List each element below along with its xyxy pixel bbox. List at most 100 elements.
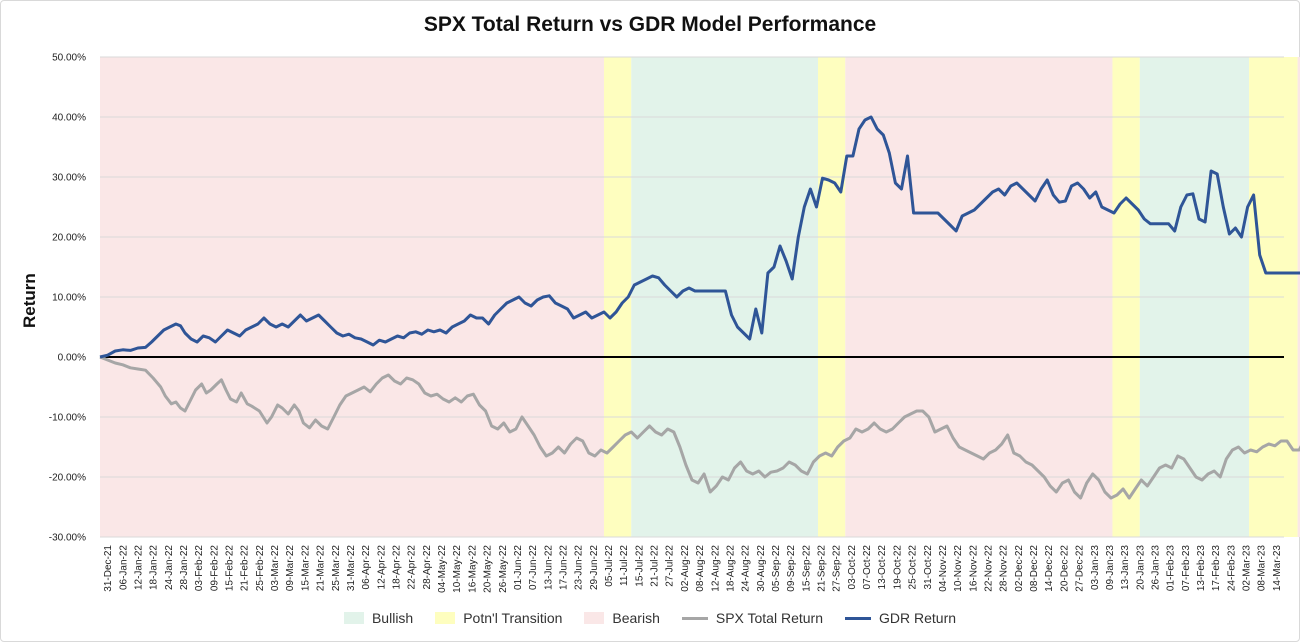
- x-tick-label: 21-Sep-22: [817, 545, 828, 592]
- x-tick-label: 24-Jan-22: [164, 545, 175, 590]
- x-tick-label: 12-Aug-22: [710, 545, 721, 592]
- x-tick-label: 28-Jan-22: [179, 545, 190, 590]
- x-tick-label: 28-Nov-22: [999, 545, 1010, 592]
- legend-label: Bearish: [612, 610, 660, 626]
- series-lines: [99, 115, 1300, 500]
- x-tick-label: 03-Mar-22: [270, 545, 281, 592]
- x-tick-label: 31-Oct-22: [923, 545, 934, 590]
- x-tick-label: 03-Oct-22: [847, 545, 858, 590]
- x-tick-label: 22-Nov-22: [984, 545, 995, 592]
- legend-swatch: [681, 616, 708, 620]
- x-tick-label: 03-Jan-23: [1090, 545, 1101, 590]
- x-tick-label: 13-Jan-23: [1120, 545, 1131, 590]
- x-tick-label: 26-May-22: [498, 545, 509, 593]
- chart-title: SPX Total Return vs GDR Model Performanc…: [423, 13, 877, 36]
- x-tick-label: 13-Feb-23: [1196, 545, 1207, 592]
- x-tick-label: 09-Mar-22: [285, 545, 296, 592]
- x-tick-label: 08-Aug-22: [695, 545, 706, 592]
- x-tick-label: 18-Jan-22: [149, 545, 160, 590]
- y-tick-label: 40.00%: [52, 113, 86, 124]
- gridlines: [100, 56, 1284, 538]
- legend-swatch: [845, 616, 871, 620]
- x-tick-label: 06-Apr-22: [361, 545, 372, 590]
- x-tick-label: 09-Jan-23: [1105, 545, 1116, 590]
- x-tick-label: 20-Dec-22: [1059, 545, 1070, 592]
- x-tick-label: 08-Dec-22: [1029, 545, 1040, 592]
- legend: Bullish Potn'l Transition Bearish SPX Total…: [0, 610, 1300, 626]
- x-tick-label: 07-Jun-22: [528, 545, 539, 590]
- x-tick-label: 08-Mar-23: [1257, 545, 1268, 592]
- x-tick-label: 02-Mar-23: [1242, 545, 1253, 592]
- x-tick-label: 24-Feb-23: [1226, 545, 1237, 592]
- x-tick-label: 30-Aug-22: [756, 545, 767, 592]
- legend-item: SPX Total Return: [681, 610, 823, 626]
- x-tick-label: 06-Jan-22: [118, 545, 129, 590]
- x-tick-label: 15-Feb-22: [225, 545, 236, 592]
- x-tick-label: 25-Feb-22: [255, 545, 266, 592]
- y-tick-label: 20.00%: [52, 233, 86, 244]
- x-tick-label: 16-May-22: [467, 545, 478, 593]
- x-tick-label: 02-Dec-22: [1014, 545, 1025, 592]
- x-tick-label: 18-Aug-22: [725, 545, 736, 592]
- x-tick-label: 07-Oct-22: [862, 545, 873, 590]
- x-tick-label: 28-Apr-22: [422, 545, 433, 590]
- x-tick-label: 25-Mar-22: [331, 545, 342, 592]
- x-tick-label: 29-Jun-22: [589, 545, 600, 590]
- x-tick-label: 11-Jul-22: [619, 545, 630, 586]
- x-tick-label: 20-Jan-23: [1135, 545, 1146, 590]
- x-tick-label: 13-Oct-22: [877, 545, 888, 590]
- x-tick-label: 26-Jan-23: [1150, 545, 1161, 590]
- x-tick-label: 21-Mar-22: [316, 545, 327, 592]
- x-tick-label: 16-Nov-22: [968, 545, 979, 592]
- y-tick-label: 50.00%: [52, 53, 86, 64]
- legend-item: Bearish: [584, 610, 660, 626]
- x-tick-label: 21-Feb-22: [240, 545, 251, 592]
- legend-item: Potn'l Transition: [435, 610, 562, 626]
- x-tick-label: 04-Nov-22: [938, 545, 949, 592]
- x-tick-label: 22-Apr-22: [407, 545, 418, 590]
- x-tick-label: 21-Jul-22: [650, 545, 661, 587]
- x-tick-label: 01-Feb-23: [1166, 545, 1177, 592]
- y-tick-label: 0.00%: [58, 353, 86, 364]
- x-tick-label: 10-May-22: [452, 545, 463, 593]
- legend-swatch: [584, 612, 605, 624]
- x-tick-label: 14-Dec-22: [1044, 545, 1055, 592]
- x-tick-label: 05-Sep-22: [771, 545, 782, 592]
- x-tick-label: 24-Aug-22: [741, 545, 752, 592]
- x-tick-label: 17-Feb-23: [1211, 545, 1222, 592]
- x-tick-label: 05-Jul-22: [604, 545, 615, 587]
- x-tick-label: 15-Mar-22: [300, 545, 311, 592]
- x-tick-label: 01-Jun-22: [513, 545, 524, 590]
- x-tick-label: 15-Sep-22: [801, 545, 812, 592]
- y-tick-label: -20.00%: [49, 473, 86, 484]
- legend-label: Bullish: [371, 610, 414, 626]
- legend-swatch: [435, 612, 456, 624]
- legend-item: Bullish: [343, 610, 414, 626]
- y-tick-label: -10.00%: [49, 413, 86, 424]
- regime-band-bearish: [1297, 57, 1300, 537]
- x-tick-label: 31-Dec-21: [103, 545, 114, 592]
- x-tick-label: 27-Sep-22: [832, 545, 843, 592]
- x-tick-label: 25-Oct-22: [908, 545, 919, 590]
- x-tick-label: 09-Feb-22: [209, 545, 220, 592]
- x-tick-label: 10-Nov-22: [953, 545, 964, 592]
- x-tick-label: 18-Apr-22: [392, 545, 403, 590]
- x-tick-label: 15-Jul-22: [634, 545, 645, 587]
- x-tick-label: 13-Jun-22: [543, 545, 554, 590]
- x-tick-label: 03-Feb-22: [194, 545, 205, 592]
- x-tick-label: 14-Mar-23: [1272, 545, 1283, 592]
- y-tick-label: 30.00%: [52, 173, 86, 184]
- x-tick-label: 09-Sep-22: [786, 545, 797, 592]
- x-tick-label: 12-Jan-22: [133, 545, 144, 590]
- x-tick-label: 12-Apr-22: [376, 545, 387, 590]
- x-tick-label: 02-Aug-22: [680, 545, 691, 592]
- x-tick-label: 20-May-22: [483, 545, 494, 593]
- y-tick-label: -30.00%: [49, 533, 86, 544]
- legend-swatch: [343, 612, 364, 624]
- x-tick-label: 07-Feb-23: [1181, 545, 1192, 592]
- x-tick-label: 17-Jun-22: [558, 545, 569, 590]
- x-tick-label: 19-Oct-22: [892, 545, 903, 590]
- y-tick-label: 10.00%: [52, 293, 86, 304]
- spx-total-return-line: [99, 355, 1300, 500]
